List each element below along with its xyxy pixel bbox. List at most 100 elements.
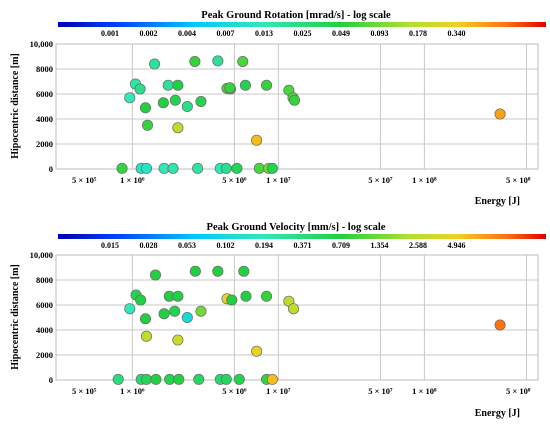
x-tick-label: 5 × 10⁶: [222, 386, 247, 396]
colorbar-tick-label: 0.015: [101, 241, 119, 250]
colorbar-tick-label: 4.946: [448, 241, 466, 250]
colorbar-tick-label: 0.004: [178, 29, 196, 38]
data-point: [189, 55, 201, 68]
x-tick-label: 5 × 10⁵: [72, 175, 97, 185]
data-point: [287, 303, 300, 315]
data-point: [140, 373, 153, 385]
x-tick-label: 1 × 10⁶: [120, 386, 145, 396]
data-point: [260, 79, 273, 91]
colorbar-tick-label: 0.007: [217, 29, 235, 38]
data-point: [240, 290, 252, 302]
data-point: [149, 269, 162, 281]
chart-panel-rotation: Peak Ground Rotation [mrad/s] - log scal…: [10, 10, 546, 207]
data-points: [116, 55, 506, 174]
y-tick-label: 0: [49, 375, 53, 385]
y-axis-label: Hipocentric distance [m]: [10, 53, 21, 159]
colorbar-tick-label: 0.025: [294, 29, 312, 38]
data-point: [212, 265, 224, 277]
data-point: [251, 345, 263, 357]
colorbar-tick-label: 1.354: [371, 241, 389, 250]
colorbar-tick-label: 2.588: [409, 241, 427, 250]
x-tick-label: 5 × 10⁵: [72, 386, 97, 396]
y-tick-labels: 0 2000 4000 6000 8000 10,000: [30, 39, 53, 174]
data-point: [139, 313, 152, 325]
colorbar-tick-labels: 0.001 0.002 0.004 0.007 0.013 0.025 0.049 0.093…: [101, 29, 466, 38]
y-tick-label: 8000: [36, 275, 53, 285]
plot-frame: [55, 43, 539, 170]
x-tick-label: 1 × 10⁸: [412, 175, 437, 185]
x-tick-label: 5 × 10⁶: [222, 175, 247, 185]
x-axis-label: Energy [J]: [475, 196, 520, 207]
colorbar-tick-label: 0.028: [140, 241, 158, 250]
data-point: [266, 373, 278, 385]
x-tick-labels: 5 × 10⁵ 1 × 10⁶ 5 × 10⁶ 1 × 10⁷ 5 × 10⁷ 1 × 1…: [72, 175, 531, 185]
data-point: [141, 119, 154, 131]
colorbar: [58, 234, 546, 239]
data-point: [251, 134, 263, 146]
data-point: [237, 55, 249, 68]
colorbar-tick-label: 0.340: [448, 29, 466, 38]
colorbar-tick-label: 0.371: [294, 241, 312, 250]
data-point: [135, 294, 147, 306]
data-point: [494, 319, 506, 331]
y-tick-label: 10,000: [30, 250, 53, 260]
data-point: [220, 373, 232, 385]
data-point: [140, 162, 153, 174]
data-point: [169, 94, 181, 106]
y-tick-label: 8000: [36, 64, 53, 74]
data-point: [189, 265, 201, 277]
data-point: [116, 162, 128, 174]
x-tick-label: 1 × 10⁶: [120, 175, 145, 185]
data-point: [193, 373, 205, 385]
data-point: [172, 79, 184, 91]
data-point: [149, 58, 161, 70]
x-tick-label: 5 × 10⁸: [506, 175, 531, 185]
colorbar-tick-label: 0.001: [101, 29, 119, 38]
data-point: [162, 79, 174, 91]
data-point: [195, 305, 207, 317]
data-point: [150, 373, 162, 385]
y-tick-label: 6000: [36, 89, 53, 99]
data-point: [140, 330, 153, 342]
chart-panel-velocity: Peak Ground Velocity [mm/s] - log scale …: [10, 222, 546, 419]
colorbar-title: Peak Ground Rotation [mrad/s] - log scal…: [201, 10, 391, 21]
data-point: [494, 108, 506, 120]
colorbar: [58, 22, 546, 27]
data-point: [231, 162, 243, 174]
data-point: [226, 294, 238, 306]
gridlines: [56, 255, 538, 380]
data-point: [173, 373, 185, 385]
colorbar-tick-label: 0.049: [332, 29, 350, 38]
data-point: [172, 290, 184, 302]
y-tick-labels: 0 2000 4000 6000 8000 10,000: [30, 250, 53, 385]
data-point: [124, 303, 136, 315]
data-point: [192, 162, 204, 174]
data-point: [253, 162, 265, 174]
data-point: [124, 92, 136, 104]
data-point: [220, 162, 232, 174]
data-point: [238, 265, 250, 277]
data-points: [112, 265, 506, 385]
data-point: [172, 334, 184, 346]
data-point: [181, 100, 193, 113]
data-point: [172, 122, 184, 134]
data-point: [266, 162, 278, 174]
colorbar-tick-label: 0.194: [255, 241, 273, 250]
plot-frame: [55, 254, 539, 381]
colorbar-tick-label: 0.709: [332, 241, 350, 250]
y-tick-label: 4000: [36, 325, 53, 335]
colorbar-tick-label: 0.093: [371, 29, 389, 38]
data-point: [139, 102, 152, 114]
data-point: [195, 95, 207, 108]
data-point: [260, 290, 273, 302]
data-point: [233, 373, 245, 385]
data-point: [112, 373, 124, 385]
data-point: [181, 311, 193, 324]
y-tick-label: 10,000: [30, 39, 53, 49]
x-tick-labels: 5 × 10⁵ 1 × 10⁶ 5 × 10⁶ 1 × 10⁷ 5 × 10⁷ 1 × 1…: [72, 386, 531, 396]
data-point: [167, 162, 179, 174]
data-point: [288, 94, 301, 106]
y-tick-label: 6000: [36, 300, 53, 310]
